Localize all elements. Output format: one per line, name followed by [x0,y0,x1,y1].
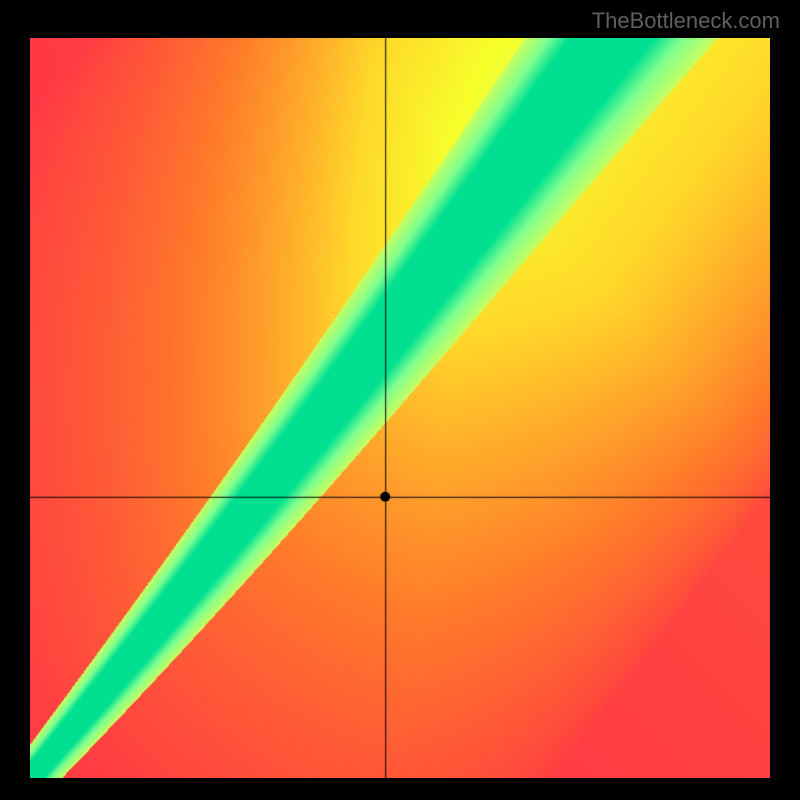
heatmap-canvas [30,38,770,778]
chart-container: TheBottleneck.com [0,0,800,800]
heatmap-area [30,38,770,778]
attribution-text: TheBottleneck.com [592,8,780,34]
